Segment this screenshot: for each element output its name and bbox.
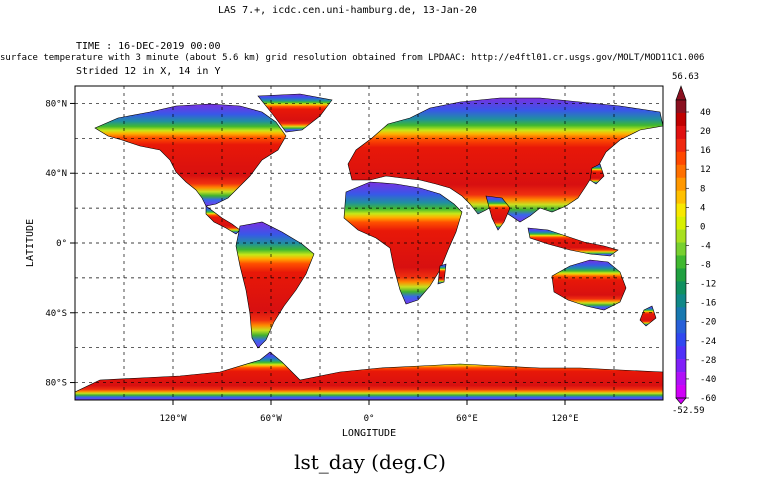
india-landmass [485,195,511,231]
colorbar-swatch [676,281,686,295]
colorbar-tick-label: -40 [700,375,716,385]
lat-tick-label: 40°S [45,309,67,319]
colorbar-swatch [676,320,686,334]
colorbar-swatch [676,216,686,230]
colorbar-tick-label: 40 [700,108,711,118]
lat-tick-label: 40°N [45,169,67,179]
time-line: TIME : 16-DEC-2019 00:00 [76,41,221,52]
colorbar-swatch [676,138,686,153]
lon-tick-label: 120°W [159,414,187,424]
colorbar-tick-label: 20 [700,127,711,137]
lat-tick-label: 80°S [45,379,67,389]
colorbar-tick-label: 8 [700,184,705,194]
colorbar-swatch [676,112,686,127]
lon-tick-label: 0° [364,414,375,424]
colorbar-swatch [676,177,686,191]
colorbar-swatch [676,125,686,140]
dataset-description: surface temperature with 3 minute (about… [0,53,705,63]
colorbar-swatch [676,190,686,204]
colorbar-swatch [676,385,686,399]
colorbar-tick-label: -20 [700,318,716,328]
colorbar-swatch [676,203,686,217]
axis-ticks [70,102,566,405]
map-gridlines [75,86,663,400]
colorbar-tick-label: 4 [700,203,705,213]
colorbar-tick-label: -8 [700,261,711,271]
colorbar-swatch [676,346,686,360]
x-axis-title: LONGITUDE [342,428,396,439]
north-america-landmass [94,103,287,207]
y-axis-title: LATITUDE [25,219,36,267]
colorbar-swatch [676,151,686,166]
new-zealand-landmass [639,305,657,327]
lon-tick-label: 60°W [260,414,282,424]
colorbar-tick-label: 0 [700,222,705,232]
lat-tick-label: 80°N [45,99,67,109]
colorbar-tick-label: -4 [700,241,711,251]
stride-line: Strided 12 in X, 14 in Y [76,66,221,77]
colorbar-tick-label: 16 [700,146,711,156]
colorbar-tick-label: -60 [700,394,716,404]
colorbar-swatch [676,294,686,308]
colorbar-swatch [676,268,686,282]
colorbar-tick-label: -16 [700,299,716,309]
variable-title: lst_day (deg.C) [294,450,446,474]
colorbar-bottom-arrow [675,397,687,405]
central-america-landmass [205,205,241,235]
madagascar-landmass [437,263,447,285]
colorbar-swatch [676,100,686,114]
colorbar-tick-label: -24 [700,337,716,347]
colorbar-min-label: -52.59 [672,406,705,416]
colorbar-swatch [676,372,686,386]
longitude-tick-labels: 120°W 60°W 0° 60°E 120°E [159,414,578,424]
colorbar-swatch [676,242,686,256]
southeast-asia-islands [527,227,619,257]
lon-tick-label: 60°E [456,414,478,424]
south-america-landmass [235,221,315,349]
colorbar-tick-label: 12 [700,165,711,175]
app-info-line: LAS 7.+, icdc.cen.uni-hamburg.de, 13-Jan… [218,5,477,16]
lon-tick-label: 120°E [551,414,578,424]
colorbar-max-label: 56.63 [672,72,699,82]
colorbar-frame [675,99,687,399]
eurasia-landmass [347,97,663,223]
colorbar-tick-label: -28 [700,356,716,366]
colorbar-swatch [676,229,686,243]
colorbar-swatch [676,333,686,347]
colorbar-swatch [676,164,686,179]
colorbar-tick-label: -12 [700,280,716,290]
latitude-tick-labels: 80°N 40°N 0° 40°S 80°S [45,99,67,388]
africa-landmass [343,181,463,305]
colorbar-swatch [676,307,686,321]
australia-landmass [551,259,627,311]
colorbar-swatch [676,359,686,373]
colorbar-top-arrow [675,85,687,101]
japan-landmass [589,163,605,185]
lat-tick-label: 0° [56,239,67,249]
colorbar-swatch [676,255,686,269]
